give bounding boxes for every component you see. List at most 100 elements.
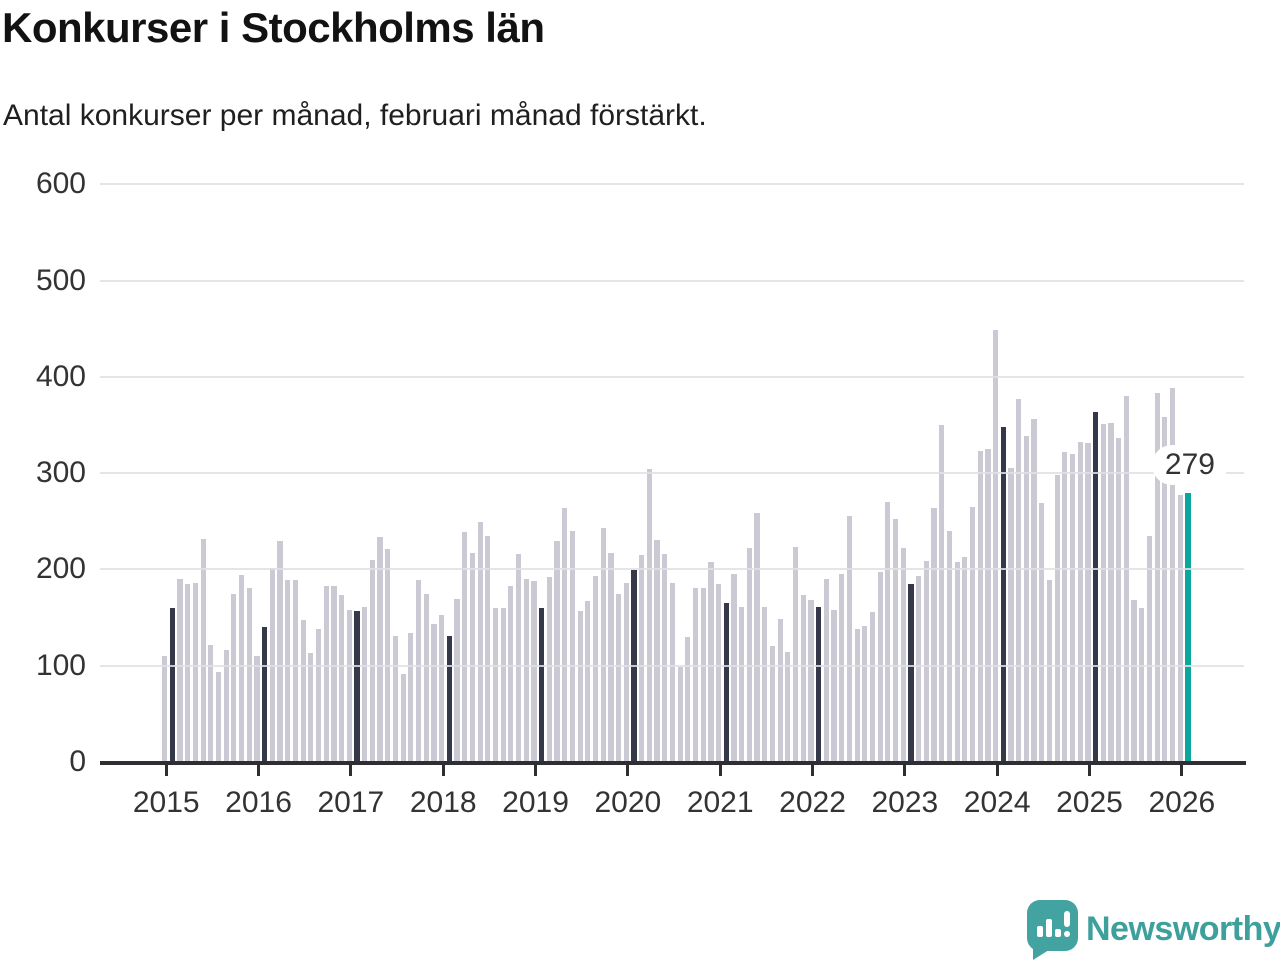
x-axis-tick xyxy=(718,765,722,776)
x-axis-tick xyxy=(349,765,353,776)
x-axis-label: 2025 xyxy=(1056,786,1123,819)
month-bar xyxy=(869,611,876,762)
month-bar xyxy=(431,624,437,762)
month-bar xyxy=(231,593,237,762)
month-bar xyxy=(1016,398,1022,762)
month-bar xyxy=(515,554,522,762)
month-bar xyxy=(546,577,552,762)
y-axis-label: 200 xyxy=(35,552,86,586)
newsworthy-logo: Newsworthy xyxy=(1026,899,1280,960)
y-axis-label: 400 xyxy=(35,359,86,393)
chart-subtitle: Antal konkurser per månad, februari måna… xyxy=(3,99,707,132)
x-axis-tick xyxy=(164,765,168,776)
month-bar xyxy=(1108,423,1114,762)
y-axis-label: 500 xyxy=(35,263,86,297)
february-bar xyxy=(631,570,637,762)
month-bar xyxy=(1039,503,1045,762)
y-axis-label: 600 xyxy=(35,167,86,201)
month-bar xyxy=(477,522,483,762)
month-bar xyxy=(985,449,991,762)
month-bar xyxy=(377,536,383,762)
month-bar xyxy=(269,567,275,762)
x-axis-label: 2015 xyxy=(132,786,200,819)
month-bar xyxy=(1177,495,1183,762)
month-bar xyxy=(977,451,983,762)
month-bar xyxy=(585,601,591,762)
month-bar xyxy=(577,610,583,762)
month-bar xyxy=(862,626,868,762)
month-bar xyxy=(554,540,560,762)
month-bar xyxy=(485,535,491,762)
month-bar xyxy=(200,538,206,762)
february-bar xyxy=(169,607,175,762)
page-title: Konkurser i Stockholms län xyxy=(2,4,545,51)
month-bar xyxy=(1169,388,1176,762)
month-bar xyxy=(731,574,737,762)
month-bar xyxy=(1146,535,1153,762)
month-bar xyxy=(531,581,537,762)
month-bar xyxy=(523,579,529,762)
month-bar xyxy=(639,555,645,762)
month-bar xyxy=(900,548,906,762)
month-bar xyxy=(1100,424,1106,762)
month-bar xyxy=(246,587,252,762)
month-bar xyxy=(1069,453,1076,762)
month-bar xyxy=(331,585,337,762)
month-bar xyxy=(916,576,922,762)
month-bar xyxy=(969,506,976,762)
x-axis-label: 2018 xyxy=(409,786,477,819)
month-bar xyxy=(700,587,706,762)
month-bar xyxy=(1054,475,1060,762)
february-bar xyxy=(816,607,822,762)
month-bar xyxy=(739,607,745,762)
newsworthy-icon xyxy=(1027,900,1078,960)
february-bar xyxy=(1093,411,1099,762)
x-axis-tick xyxy=(534,765,538,776)
month-bar xyxy=(369,559,375,762)
month-bar xyxy=(308,653,314,762)
month-bar xyxy=(923,560,929,762)
month-bar xyxy=(885,502,891,762)
x-axis-label: 2019 xyxy=(502,786,569,819)
month-bar xyxy=(323,585,329,762)
x-axis-tick xyxy=(903,765,907,776)
month-bar xyxy=(277,540,283,762)
month-bar xyxy=(346,609,352,762)
month-bar xyxy=(962,556,968,762)
february-bar xyxy=(1000,426,1006,762)
month-bar xyxy=(831,609,837,762)
month-bar xyxy=(177,579,183,762)
month-bar xyxy=(423,593,429,762)
month-bar xyxy=(300,620,306,762)
month-bar xyxy=(754,512,760,762)
y-axis-label: 100 xyxy=(35,648,86,682)
month-bar xyxy=(1031,419,1037,762)
month-bar xyxy=(1046,580,1053,762)
month-bar xyxy=(1008,468,1014,762)
x-axis-tick xyxy=(1180,765,1184,776)
month-bar xyxy=(162,656,168,762)
month-bar xyxy=(669,582,676,762)
month-bar xyxy=(777,618,783,762)
february-bar xyxy=(262,627,268,762)
x-axis-label: 2016 xyxy=(225,786,292,819)
month-bar xyxy=(362,607,368,762)
month-bar xyxy=(1131,600,1137,762)
month-bar xyxy=(185,583,191,762)
month-bar xyxy=(892,519,899,762)
x-axis-tick xyxy=(1088,765,1091,776)
x-axis-label: 2021 xyxy=(686,786,754,819)
month-bar xyxy=(1154,393,1160,762)
month-bar xyxy=(1139,607,1145,762)
gridline xyxy=(100,375,1244,378)
february-bar xyxy=(354,610,360,762)
month-bar xyxy=(769,646,776,762)
month-bar xyxy=(1077,442,1083,762)
month-bar xyxy=(615,594,622,762)
month-bar xyxy=(454,599,460,762)
month-bar xyxy=(808,600,814,762)
month-bar xyxy=(500,607,506,762)
month-bar xyxy=(1085,443,1091,762)
month-bar xyxy=(939,424,945,762)
month-bar xyxy=(1162,417,1168,762)
